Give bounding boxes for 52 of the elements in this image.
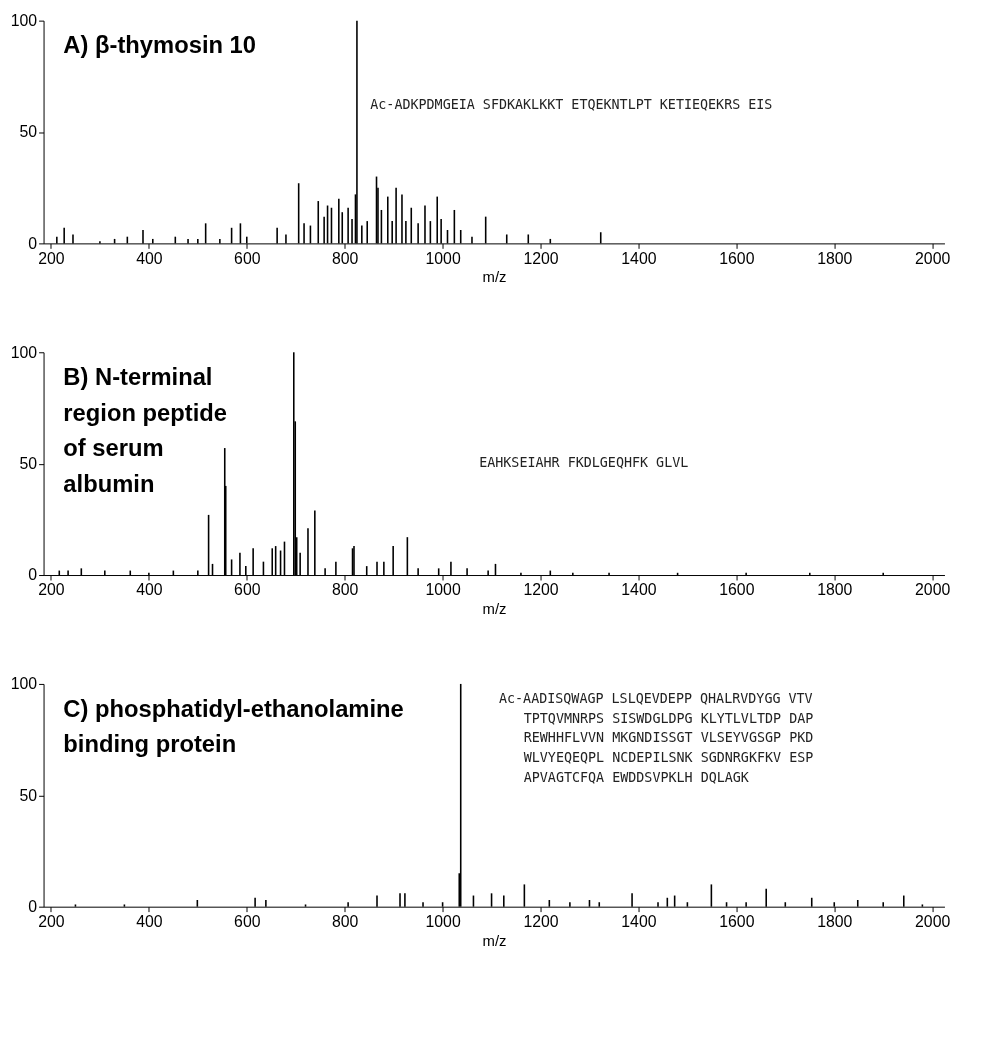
x-tick-label: 1600 xyxy=(719,249,755,267)
x-tick-label: 2000 xyxy=(915,249,951,267)
x-tick-label: 200 xyxy=(38,249,65,267)
x-tick-label: 1200 xyxy=(523,912,559,930)
x-tick-label: 800 xyxy=(331,581,359,599)
x-tick-label: 400 xyxy=(136,581,163,599)
y-tick-label: 100 xyxy=(10,675,38,693)
annotation: TPTQVMNRPS SISWDGLDPG KLYTLVLTDP DAP xyxy=(523,710,814,726)
x-tick-label: 600 xyxy=(234,249,261,267)
x-tick-label: 1400 xyxy=(621,912,657,930)
x-tick-label: 1000 xyxy=(425,249,461,267)
y-tick-label: 50 xyxy=(19,123,38,141)
chart-title: A) β-thymosin 10 xyxy=(63,31,257,59)
annotation: WLVYEQEQPL NCDEPILSNK SGDNRGKFKV ESP xyxy=(523,750,814,766)
x-tick-label: 600 xyxy=(234,581,261,599)
x-tick-label: 200 xyxy=(38,581,65,599)
y-tick-label: 100 xyxy=(10,343,38,361)
y-tick-label: 50 xyxy=(19,786,38,804)
x-axis-title: m/z xyxy=(482,932,507,949)
x-tick-label: 1200 xyxy=(523,249,559,267)
x-tick-label: 800 xyxy=(331,912,359,930)
x-axis-title: m/z xyxy=(482,601,507,618)
y-tick-label: 100 xyxy=(10,12,38,30)
x-tick-label: 2000 xyxy=(915,912,951,930)
text: B) N-terminal region peptide of serum albumin xyxy=(63,362,227,497)
x-tick-label: 1400 xyxy=(621,249,657,267)
x-tick-label: 1800 xyxy=(817,581,853,599)
x-tick-label: 1800 xyxy=(817,912,853,930)
x-tick-label: 400 xyxy=(136,249,163,267)
y-tick-label: 50 xyxy=(19,455,38,473)
annotation: APVAGTCFQA EWDDSVPKLH DQLAGK xyxy=(523,769,749,785)
x-tick-label: 600 xyxy=(234,912,261,930)
annotation: Ac-ADKPDMGEIA SFDKAKLKKT ETQEKNTLPT KETIEQEKRS EIS xyxy=(370,96,773,112)
x-tick-label: 800 xyxy=(331,249,359,267)
x-tick-label: 400 xyxy=(136,912,163,930)
annotation: REWHHFLVVN MKGNDISSGT VLSEYVGSGP PKD xyxy=(523,730,814,746)
x-tick-label: 200 xyxy=(38,912,65,930)
annotation: EAHKSEIAHR FKDLGEQHFK GLVL xyxy=(479,455,689,471)
x-tick-label: 1600 xyxy=(719,581,755,599)
y-tick-label: 0 xyxy=(28,898,38,916)
y-tick-label: 0 xyxy=(28,566,38,584)
x-tick-label: 1400 xyxy=(621,581,657,599)
x-tick-label: 1200 xyxy=(523,581,559,599)
annotation: Ac-AADISQWAGP LSLQEVDEPP QHALRVDYGG VTV xyxy=(498,690,813,706)
y-tick-label: 0 xyxy=(28,234,38,252)
x-tick-label: 2000 xyxy=(915,581,951,599)
x-axis-title: m/z xyxy=(482,269,507,286)
x-tick-label: 1800 xyxy=(817,249,853,267)
x-tick-label: 1600 xyxy=(719,912,755,930)
x-tick-label: 1000 xyxy=(425,581,461,599)
text: C) phosphatidyl-ethanolamine binding protein xyxy=(63,694,404,758)
x-tick-label: 1000 xyxy=(425,912,461,930)
